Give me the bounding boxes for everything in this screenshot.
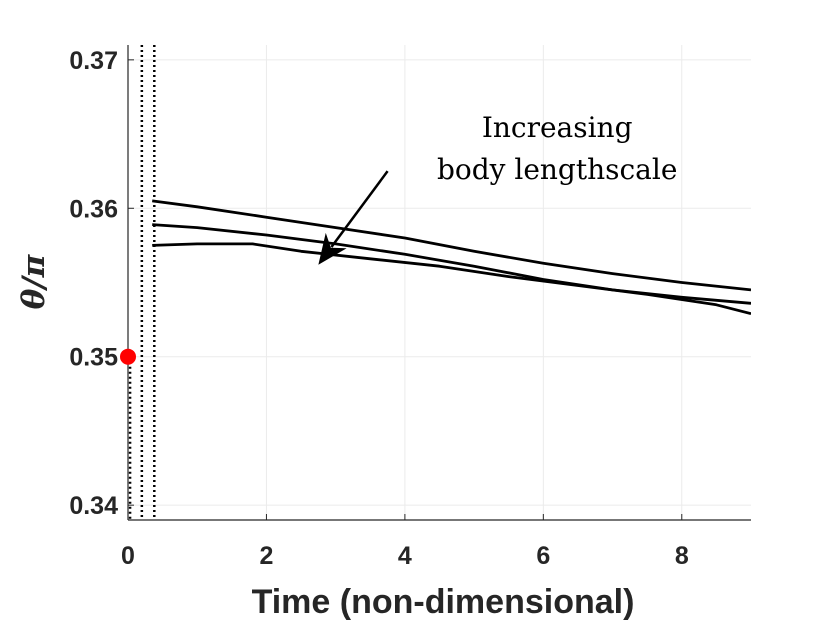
- arrow-shaft: [330, 170, 389, 248]
- markers: [120, 348, 136, 365]
- curve-3-line: [152, 242, 751, 316]
- annotation-line-2: body lengthscale: [437, 153, 677, 186]
- x-tick-label-1: 2: [259, 542, 273, 570]
- x-axis-label: Time (non-dimensional): [252, 583, 635, 621]
- y-tick-label-0: 0.34: [69, 492, 118, 520]
- grid: [127, 45, 751, 520]
- x-tick-label-3: 6: [536, 542, 550, 570]
- ticks: 0 2 4 6 8 0.34 0.35 0.36 0.37: [69, 47, 688, 570]
- curve-2-line: [152, 223, 751, 305]
- y-tick-label-3: 0.37: [69, 47, 118, 75]
- y-tick-label-2: 0.36: [69, 195, 118, 223]
- y-axis-label: θ/π: [16, 253, 52, 309]
- series-lines: [152, 199, 751, 316]
- annotation-line-1: Increasing: [482, 111, 633, 144]
- arrow-head: [318, 232, 347, 265]
- axes: [127, 45, 751, 521]
- annotations: Increasing body lengthscale: [318, 111, 677, 265]
- initial-point-marker: [120, 348, 136, 365]
- y-tick-label-1: 0.35: [69, 344, 118, 372]
- x-tick-label-4: 8: [675, 542, 689, 570]
- x-tick-label-0: 0: [121, 542, 135, 570]
- x-tick-label-2: 4: [398, 542, 412, 570]
- vertical-lines: [128, 45, 156, 520]
- curve-1-line: [152, 199, 751, 292]
